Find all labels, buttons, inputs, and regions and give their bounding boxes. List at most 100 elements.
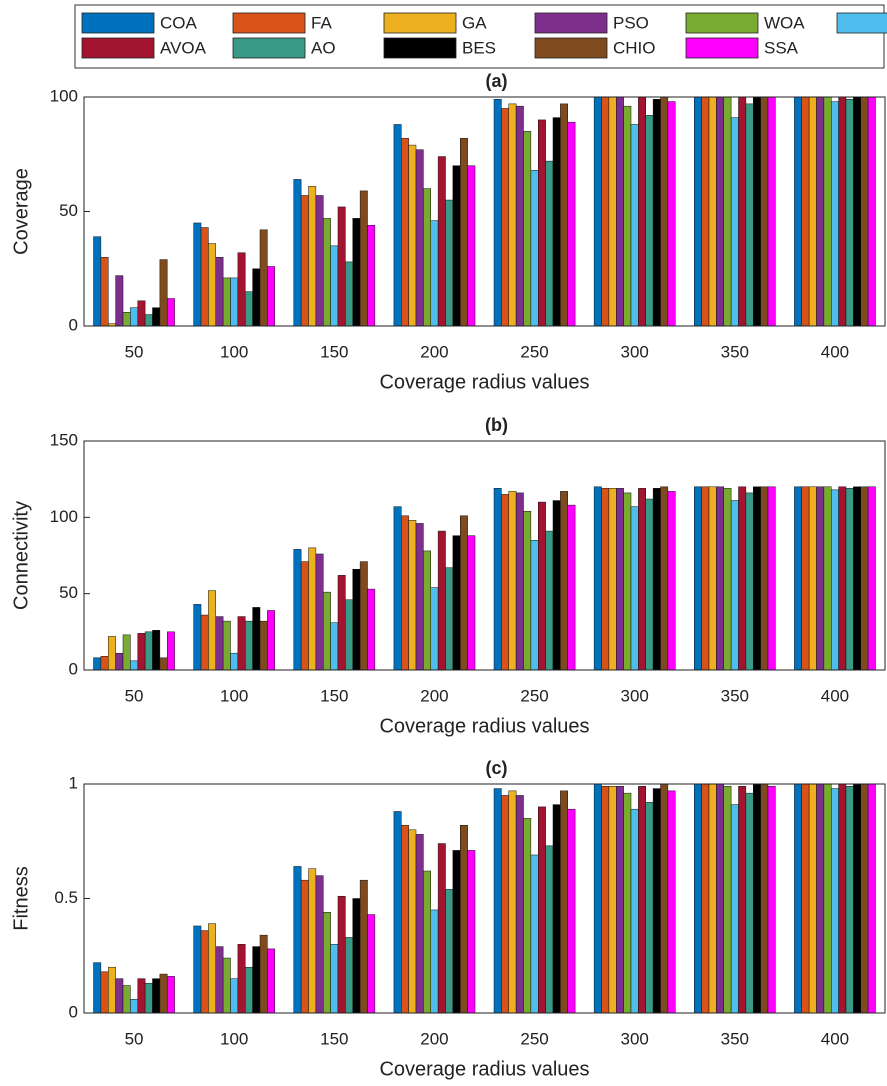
bar — [667, 790, 676, 1014]
bar — [300, 879, 309, 1014]
bar — [867, 96, 876, 327]
bar — [415, 834, 424, 1014]
bar — [308, 186, 317, 327]
bar — [708, 486, 717, 671]
bar — [359, 561, 368, 671]
x-tick-label: 350 — [721, 686, 749, 705]
bar — [760, 783, 769, 1014]
bar — [300, 561, 309, 671]
bar — [115, 652, 124, 671]
bar — [794, 96, 803, 327]
bar — [445, 567, 454, 671]
bar — [752, 486, 761, 671]
bar — [352, 218, 361, 327]
chart-title: (c) — [486, 758, 508, 778]
bar — [508, 103, 517, 327]
x-tick-label: 300 — [621, 686, 649, 705]
legend-label: SSA — [764, 38, 799, 57]
bar — [367, 914, 376, 1014]
bar — [752, 783, 761, 1014]
bar — [166, 298, 175, 327]
bar — [267, 948, 275, 1014]
legend-label: GA — [462, 13, 487, 32]
bar — [545, 530, 554, 671]
bar — [623, 792, 632, 1014]
bar — [630, 124, 639, 327]
bar — [601, 96, 610, 327]
bar — [738, 96, 747, 327]
bar — [730, 500, 739, 671]
bar — [630, 808, 639, 1014]
bar — [130, 660, 138, 671]
y-tick-label: 100 — [50, 86, 78, 105]
bar — [508, 491, 517, 671]
x-tick-label: 400 — [821, 1029, 849, 1048]
bar — [267, 266, 275, 327]
bar — [567, 808, 576, 1014]
bar — [552, 500, 561, 671]
bar — [652, 99, 661, 327]
y-tick-label: 0 — [69, 659, 78, 678]
x-tick-label: 100 — [220, 342, 248, 361]
bar — [144, 631, 153, 671]
legend-label: AO — [311, 38, 336, 57]
bar — [708, 96, 717, 327]
bar — [359, 879, 368, 1014]
bar — [230, 277, 239, 327]
bar — [816, 486, 825, 671]
x-axis-label: Coverage radius values — [379, 1058, 589, 1080]
y-axis-label: Coverage — [10, 168, 32, 255]
bar — [845, 786, 854, 1014]
x-tick-label: 50 — [125, 686, 144, 705]
bar — [200, 227, 209, 327]
bar — [437, 156, 446, 327]
plot-frame — [83, 96, 886, 327]
bar — [808, 486, 817, 671]
bar — [401, 137, 409, 327]
bar — [415, 523, 424, 671]
bar — [694, 96, 702, 327]
bar — [723, 786, 732, 1014]
bar — [838, 96, 847, 327]
bar — [237, 616, 246, 671]
bar — [445, 199, 454, 327]
x-tick-label: 250 — [520, 686, 548, 705]
bar — [853, 96, 861, 327]
x-tick-label: 200 — [420, 686, 448, 705]
bar — [593, 486, 602, 671]
bar — [523, 818, 532, 1014]
bar — [200, 930, 209, 1014]
y-tick-label: 0 — [69, 1002, 78, 1021]
legend-label: AVOA — [160, 38, 207, 57]
y-axis-label: Connectivity — [10, 501, 32, 610]
bar — [537, 119, 546, 327]
bar — [452, 535, 461, 671]
bar — [493, 488, 502, 671]
bar — [708, 783, 717, 1014]
x-tick-label: 300 — [621, 1029, 649, 1048]
bar — [660, 783, 669, 1014]
bar — [452, 850, 461, 1014]
legend-label: COA — [160, 13, 198, 32]
bar — [493, 99, 502, 327]
bar — [244, 291, 253, 327]
bar — [93, 962, 102, 1014]
bar — [623, 492, 632, 671]
bar — [645, 115, 654, 327]
bar — [716, 783, 725, 1014]
bar — [359, 190, 368, 327]
bar — [108, 636, 116, 671]
bar — [152, 978, 161, 1014]
bar — [860, 783, 869, 1014]
legend-swatch — [232, 37, 306, 59]
bar — [408, 144, 417, 327]
bar — [701, 783, 710, 1014]
bar — [93, 236, 102, 327]
bar — [508, 790, 517, 1014]
bar — [193, 604, 202, 671]
bar — [545, 160, 554, 327]
bar — [401, 515, 409, 671]
legend-swatch — [81, 37, 155, 59]
bar — [159, 259, 168, 327]
bar — [560, 491, 568, 671]
